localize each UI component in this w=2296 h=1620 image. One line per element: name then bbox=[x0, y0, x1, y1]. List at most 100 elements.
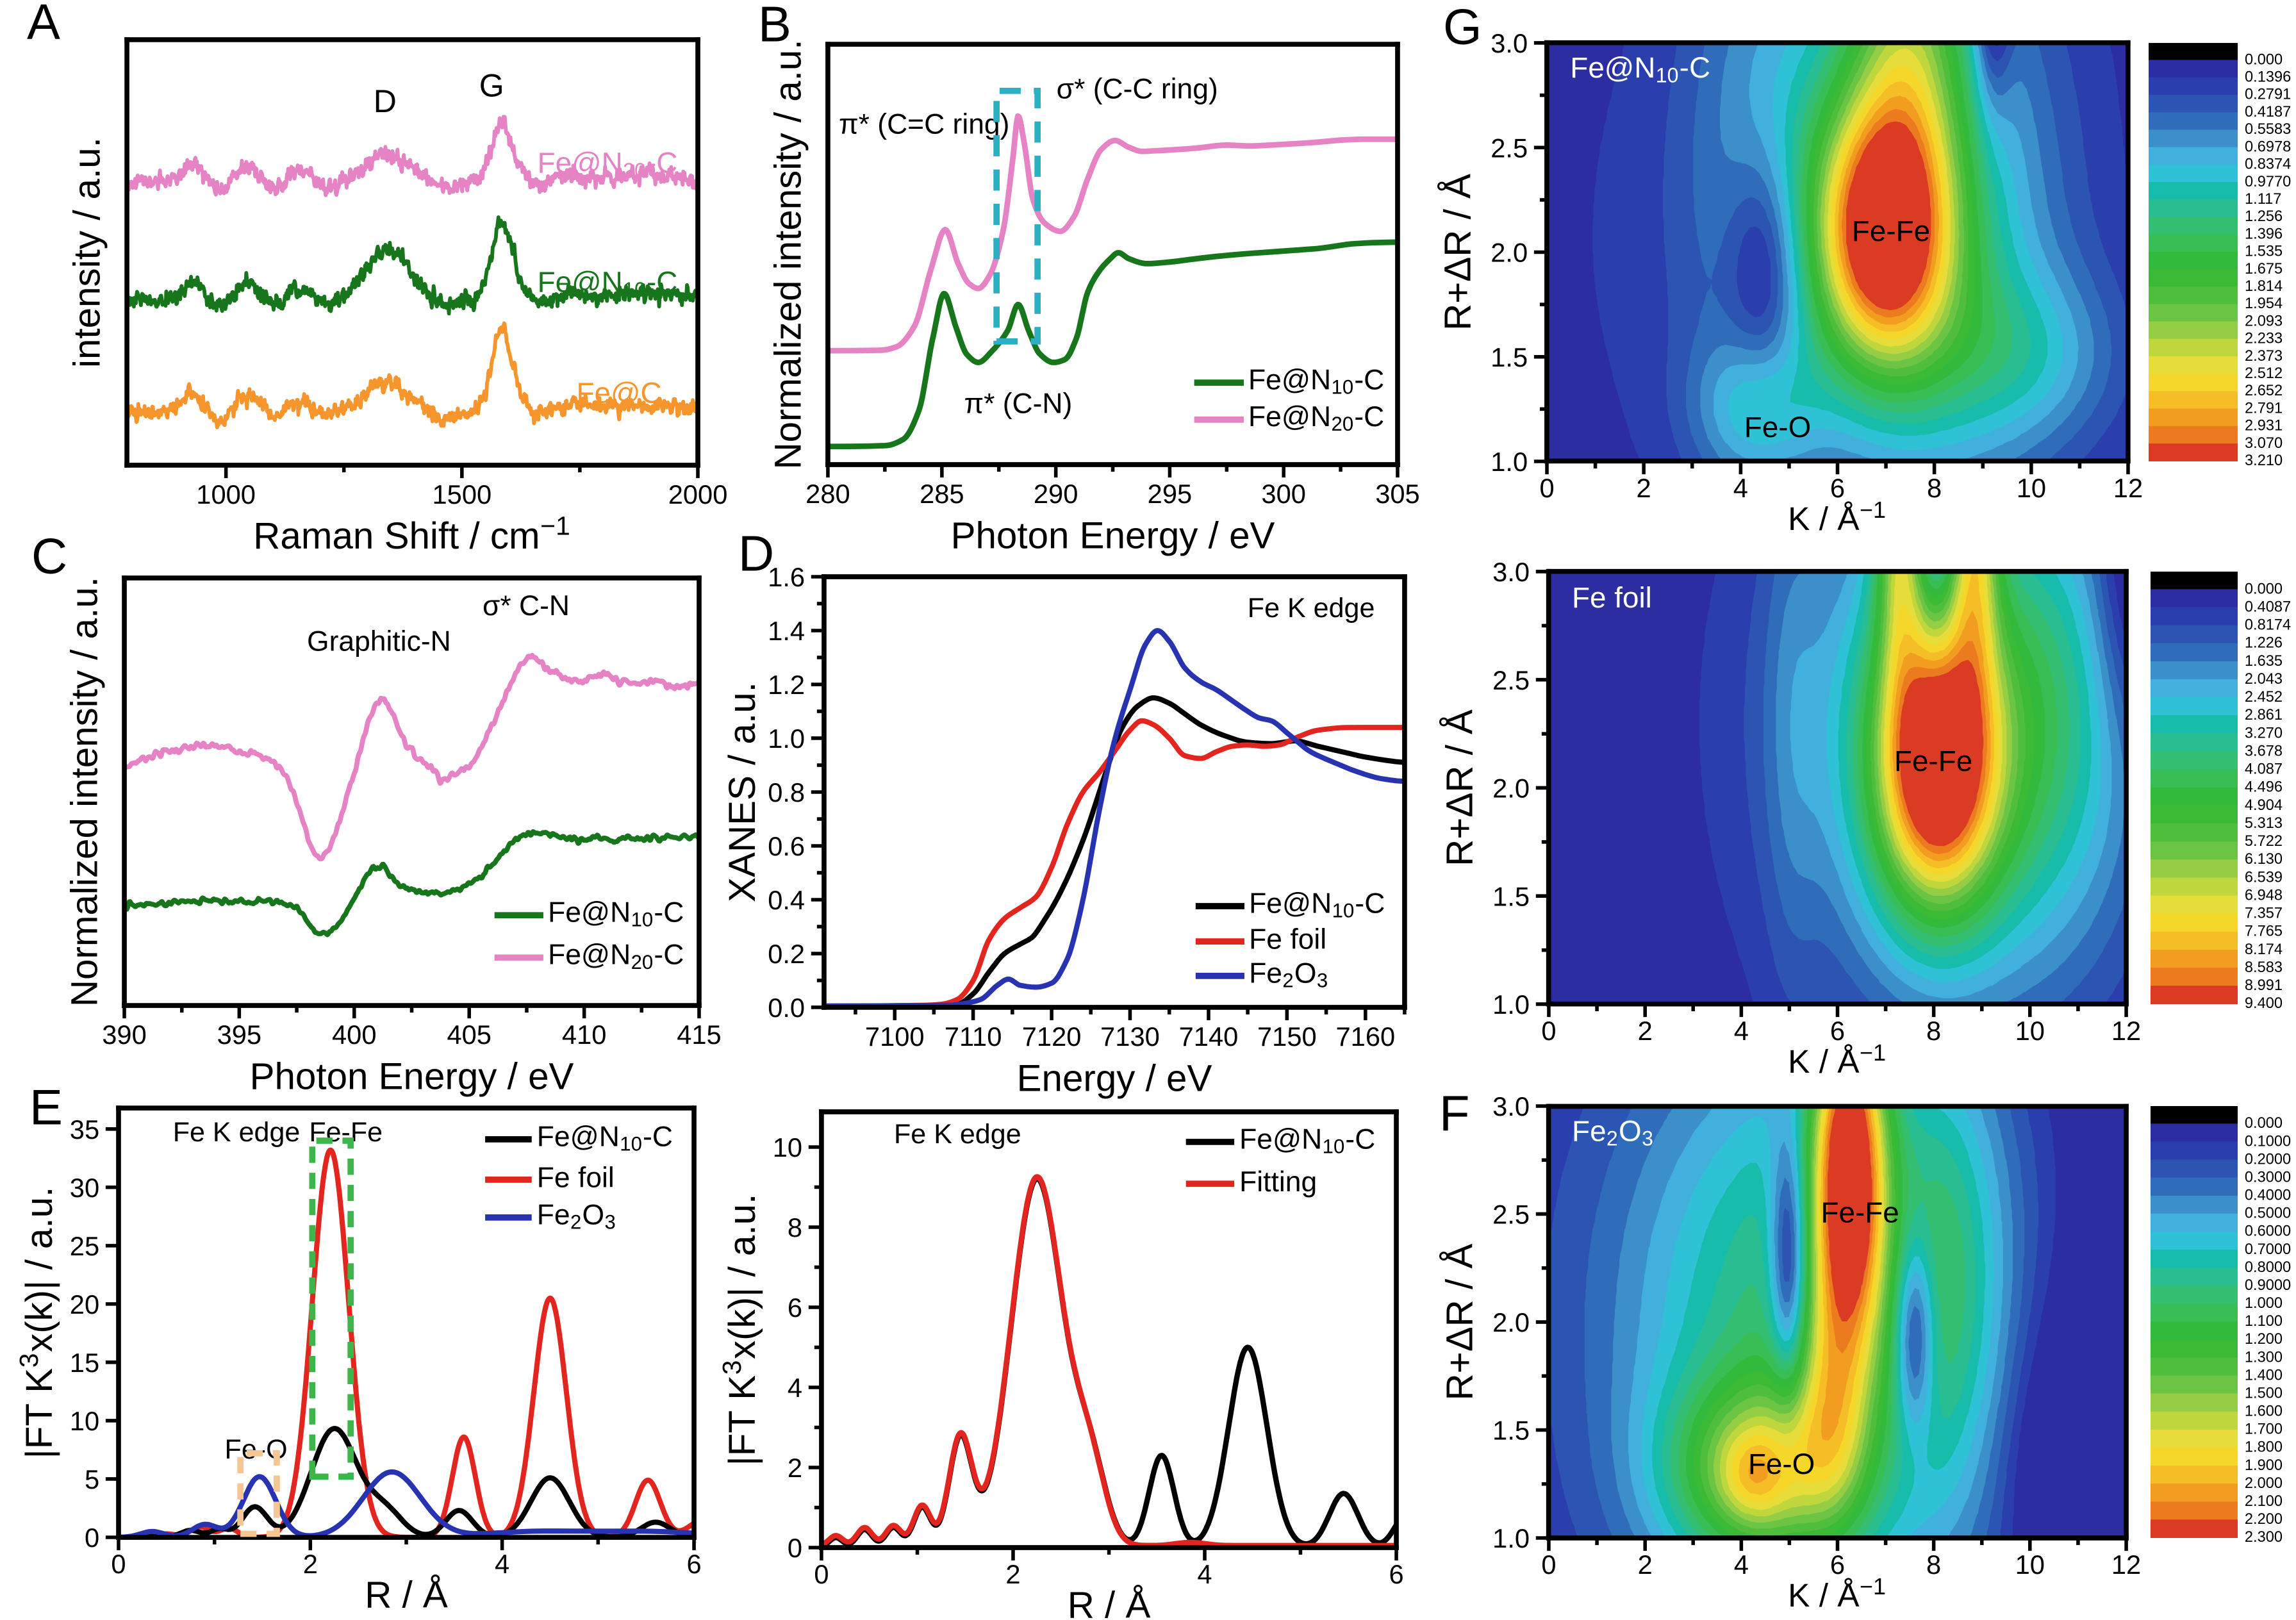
svg-text:0.6: 0.6 bbox=[768, 831, 805, 861]
svg-text:0.4187: 0.4187 bbox=[2245, 104, 2291, 120]
svg-text:σ* C-N: σ* C-N bbox=[483, 590, 570, 622]
svg-text:1.635: 1.635 bbox=[2245, 653, 2283, 670]
svg-text:R+ΔR / Å: R+ΔR / Å bbox=[1439, 709, 1481, 866]
svg-text:8: 8 bbox=[1926, 1550, 1941, 1580]
svg-text:Fe-Fe: Fe-Fe bbox=[1821, 1196, 1899, 1229]
svg-text:F e @ N - C 1 0: F e @ N - C 1 0 bbox=[1248, 365, 1388, 399]
svg-text:F e @ N - C 1 0: F e @ N - C 1 0 bbox=[538, 266, 682, 301]
svg-text:R / Å: R / Å bbox=[365, 1575, 448, 1616]
svg-text:2.931: 2.931 bbox=[2245, 418, 2283, 434]
svg-text:4.904: 4.904 bbox=[2245, 797, 2283, 814]
svg-text:0.6000: 0.6000 bbox=[2245, 1223, 2291, 1240]
svg-text:2.452: 2.452 bbox=[2245, 689, 2283, 706]
svg-text:0.8174: 0.8174 bbox=[2245, 617, 2291, 634]
svg-text:F: F bbox=[1439, 1086, 1470, 1141]
svg-text:290: 290 bbox=[1034, 479, 1078, 509]
svg-text:3.678: 3.678 bbox=[2245, 743, 2283, 759]
svg-text:D: D bbox=[374, 83, 397, 119]
svg-text:2: 2 bbox=[1638, 1550, 1653, 1580]
svg-text:Fe-O: Fe-O bbox=[1748, 1448, 1815, 1480]
svg-text:0.9000: 0.9000 bbox=[2245, 1277, 2291, 1294]
svg-text:0.8000: 0.8000 bbox=[2245, 1259, 2291, 1276]
svg-text:1.000: 1.000 bbox=[2245, 1295, 2283, 1312]
svg-text:0.8: 0.8 bbox=[768, 777, 805, 807]
svg-text:7150: 7150 bbox=[1257, 1021, 1317, 1052]
svg-text:| F T K x ( k ) | / a .: | F T K x ( k ) | / a . u . 3 bbox=[717, 1190, 763, 1466]
svg-text:2.5: 2.5 bbox=[1492, 1200, 1530, 1230]
svg-text:2: 2 bbox=[303, 1549, 318, 1579]
svg-text:2.5: 2.5 bbox=[1491, 133, 1528, 163]
svg-text:XANES / a.u.: XANES / a.u. bbox=[722, 682, 763, 902]
svg-text:2.5: 2.5 bbox=[1492, 665, 1530, 695]
svg-text:1.5: 1.5 bbox=[1492, 1416, 1530, 1446]
svg-text:0.4: 0.4 bbox=[768, 885, 805, 915]
svg-text:R+ΔR / Å: R+ΔR / Å bbox=[1439, 1244, 1481, 1401]
svg-text:Fe foil: Fe foil bbox=[1572, 581, 1652, 614]
svg-text:10: 10 bbox=[773, 1132, 802, 1162]
svg-text:7.357: 7.357 bbox=[2245, 905, 2283, 922]
svg-text:F e @ N - C 1 0: F e @ N - C 1 0 bbox=[1249, 888, 1389, 922]
svg-text:30: 30 bbox=[70, 1173, 99, 1203]
svg-text:1.0: 1.0 bbox=[768, 723, 805, 754]
svg-text:R a m a n S h i f t / c: R a m a n S h i f t / c m − 1 bbox=[253, 511, 570, 557]
svg-text:0.2791: 0.2791 bbox=[2245, 87, 2291, 103]
svg-text:0.5000: 0.5000 bbox=[2245, 1205, 2291, 1222]
svg-text:0.8374: 0.8374 bbox=[2245, 156, 2291, 173]
svg-text:4: 4 bbox=[495, 1549, 509, 1579]
svg-text:4: 4 bbox=[1733, 473, 1748, 503]
svg-text:intensity / a.u.: intensity / a.u. bbox=[66, 137, 108, 368]
svg-text:395: 395 bbox=[217, 1020, 262, 1050]
svg-text:1000: 1000 bbox=[196, 479, 256, 509]
svg-text:1.300: 1.300 bbox=[2245, 1349, 2283, 1366]
svg-text:1.5: 1.5 bbox=[1491, 342, 1528, 372]
svg-text:280: 280 bbox=[805, 479, 850, 509]
svg-text:2.093: 2.093 bbox=[2245, 313, 2283, 329]
svg-text:Fe@C: Fe@C bbox=[577, 376, 662, 409]
svg-text:415: 415 bbox=[677, 1020, 722, 1050]
svg-text:Energy / eV: Energy / eV bbox=[1017, 1057, 1212, 1099]
svg-text:2.373: 2.373 bbox=[2245, 348, 2283, 365]
svg-text:0.000: 0.000 bbox=[2245, 51, 2283, 68]
svg-text:E: E bbox=[29, 1080, 63, 1135]
svg-text:B: B bbox=[758, 0, 791, 52]
svg-text:D: D bbox=[738, 526, 774, 581]
svg-text:0: 0 bbox=[788, 1533, 802, 1563]
svg-text:7.765: 7.765 bbox=[2245, 923, 2283, 940]
svg-text:7160: 7160 bbox=[1335, 1021, 1395, 1052]
svg-text:2.100: 2.100 bbox=[2245, 1493, 2283, 1510]
svg-text:0.4087: 0.4087 bbox=[2245, 599, 2291, 615]
svg-text:10: 10 bbox=[2015, 1550, 2045, 1580]
svg-text:7110: 7110 bbox=[945, 1021, 1002, 1052]
svg-text:0.2000: 0.2000 bbox=[2245, 1151, 2291, 1168]
svg-text:1.117: 1.117 bbox=[2245, 191, 2281, 208]
svg-text:12: 12 bbox=[2111, 1016, 2141, 1046]
svg-text:2: 2 bbox=[1005, 1559, 1020, 1589]
svg-text:1.396: 1.396 bbox=[2245, 226, 2283, 242]
svg-text:π* (C-N): π* (C-N) bbox=[964, 388, 1072, 420]
svg-text:1.2: 1.2 bbox=[768, 670, 805, 700]
svg-text:1.675: 1.675 bbox=[2245, 261, 2283, 277]
svg-text:1.4: 1.4 bbox=[768, 616, 805, 646]
svg-text:25: 25 bbox=[70, 1231, 99, 1261]
svg-text:0: 0 bbox=[1541, 1550, 1556, 1580]
svg-text:| F T K x ( k ) | / a .: | F T K x ( k ) | / a . u . 3 bbox=[14, 1183, 60, 1459]
svg-text:0.4000: 0.4000 bbox=[2245, 1187, 2291, 1203]
svg-text:2.043: 2.043 bbox=[2245, 671, 2283, 688]
svg-text:6: 6 bbox=[1830, 1016, 1845, 1046]
svg-text:1.800: 1.800 bbox=[2245, 1439, 2283, 1456]
svg-text:8.991: 8.991 bbox=[2245, 977, 2283, 994]
svg-text:7100: 7100 bbox=[865, 1021, 925, 1052]
svg-text:0.6978: 0.6978 bbox=[2245, 138, 2291, 155]
svg-text:0: 0 bbox=[1541, 1016, 1556, 1046]
svg-text:5: 5 bbox=[85, 1464, 99, 1494]
svg-text:2.0: 2.0 bbox=[1492, 1307, 1530, 1337]
svg-text:10: 10 bbox=[2017, 473, 2046, 503]
svg-text:2.200: 2.200 bbox=[2245, 1511, 2283, 1528]
svg-text:Photon Energy / eV: Photon Energy / eV bbox=[951, 515, 1275, 556]
svg-text:12: 12 bbox=[2111, 1550, 2141, 1580]
svg-text:410: 410 bbox=[562, 1020, 607, 1050]
svg-text:0: 0 bbox=[85, 1523, 99, 1553]
svg-text:4: 4 bbox=[1734, 1550, 1749, 1580]
svg-text:6: 6 bbox=[686, 1549, 701, 1579]
svg-text:2.0: 2.0 bbox=[1491, 238, 1528, 268]
